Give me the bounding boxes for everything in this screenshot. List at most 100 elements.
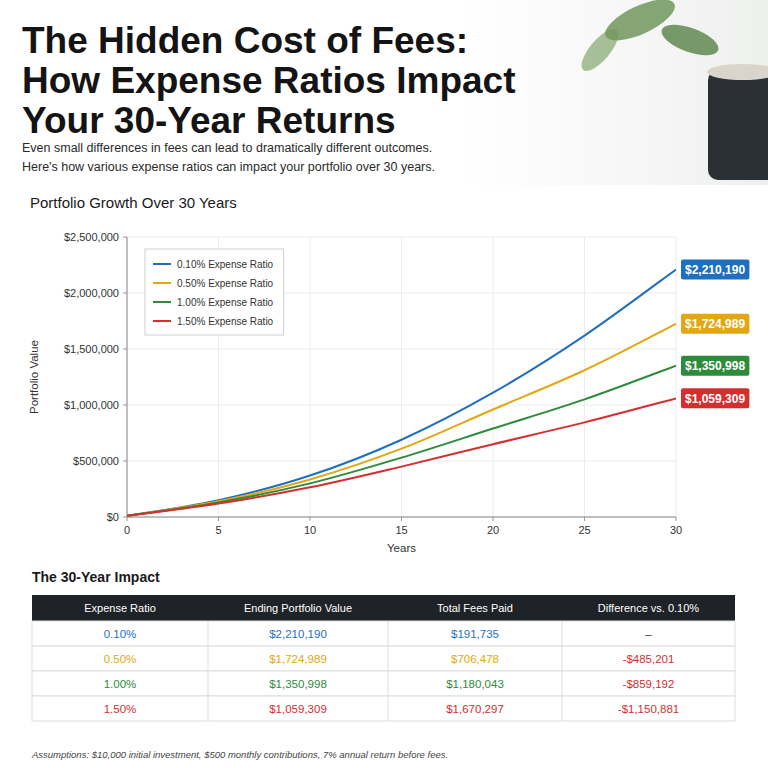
table-cell: – <box>645 628 652 640</box>
tick <box>401 517 402 521</box>
cell-border <box>208 646 209 671</box>
title: The Hidden Cost of Fees: <box>22 20 468 61</box>
x-tick-label: 15 <box>395 524 407 536</box>
end-label-box <box>681 259 749 279</box>
tick <box>584 517 585 521</box>
table: Expense Ratio Ending Portfolio Value Total… <box>32 595 735 721</box>
cell-border <box>208 671 209 696</box>
data-label: $1,350,998 <box>685 359 745 373</box>
cell-border <box>208 621 209 646</box>
x-axis-title: Years <box>387 542 416 554</box>
cup-top <box>707 64 768 80</box>
table-cell: $2,210,190 <box>269 628 327 640</box>
grid-line <box>676 237 677 517</box>
tick <box>218 517 219 521</box>
y-tick-label: $500,000 <box>73 455 119 467</box>
data-label: $1,059,309 <box>685 392 745 406</box>
lines <box>127 269 676 515</box>
table-cell: -$485,201 <box>623 653 675 665</box>
table-cell: $1,180,043 <box>446 678 504 690</box>
table-cell: 1.00% <box>104 678 137 690</box>
tick <box>127 517 128 521</box>
series-line <box>127 366 676 516</box>
column-header: Expense Ratio <box>84 602 156 614</box>
background <box>0 0 768 768</box>
grid-line <box>493 237 494 517</box>
table-cell: $191,735 <box>451 628 499 640</box>
y-tick-label: $0 <box>107 511 119 523</box>
tick <box>493 517 494 521</box>
x-tick-label: 30 <box>670 524 682 536</box>
end-label: $1,724,989 <box>681 314 749 334</box>
legend-label: 1.50% Expense Ratio <box>177 316 274 327</box>
tick <box>123 461 127 462</box>
cup <box>708 70 768 180</box>
legend-label: 1.00% Expense Ratio <box>177 297 274 308</box>
title: How Expense Ratios Impact <box>22 60 515 101</box>
legend-box <box>145 249 284 335</box>
table-cell: $706,478 <box>451 653 499 665</box>
data-label: $2,210,190 <box>685 263 745 277</box>
grid-line <box>127 237 128 517</box>
tick <box>310 517 311 521</box>
column-header: Ending Portfolio Value <box>244 602 352 614</box>
tick <box>123 349 127 350</box>
series-line <box>127 398 676 516</box>
cell-border <box>562 696 563 721</box>
grid-line <box>584 237 585 517</box>
table-row <box>32 696 735 721</box>
chart-title: Portfolio Growth Over 30 Years <box>30 194 237 211</box>
tick <box>123 405 127 406</box>
cell-border <box>388 696 389 721</box>
grid-line <box>401 237 402 517</box>
table-cell: $1,670,297 <box>446 703 504 715</box>
tick <box>123 293 127 294</box>
x-tick-label: 20 <box>487 524 499 536</box>
legend-label: 0.50% Expense Ratio <box>177 278 274 289</box>
table-row <box>32 646 735 671</box>
table-cell: 0.10% <box>104 628 137 640</box>
end-label: $1,350,998 <box>681 356 749 376</box>
grid <box>127 237 676 517</box>
cell-border <box>562 621 563 646</box>
end-label: $1,059,309 <box>681 388 749 408</box>
y-tick-label: $2,000,000 <box>64 287 119 299</box>
legend: 0.10% Expense Ratio0.50% Expense Ratio1.… <box>145 249 284 335</box>
title: Your 30-Year Returns <box>22 100 396 141</box>
data-label: $1,724,989 <box>685 317 745 331</box>
end-label-box <box>681 388 749 408</box>
tick <box>123 517 127 518</box>
subtitle: Here's how various expense ratios can im… <box>22 160 435 174</box>
grid-line <box>127 517 676 518</box>
y-axis <box>127 237 128 517</box>
table-row <box>32 671 735 696</box>
table-title: The 30-Year Impact <box>32 569 160 585</box>
page: The Hidden Cost of Fees:How Expense Rati… <box>0 0 768 768</box>
table-cell: -$859,192 <box>623 678 675 690</box>
y-tick-label: $1,500,000 <box>64 343 119 355</box>
end-label: $2,210,190 <box>681 259 749 279</box>
leaf <box>658 18 723 61</box>
cell-border <box>388 621 389 646</box>
cell-border <box>388 671 389 696</box>
x-axis <box>127 517 676 518</box>
x-tick-label: 25 <box>578 524 590 536</box>
table-cell: 1.50% <box>104 703 137 715</box>
series-line <box>127 269 676 515</box>
tick <box>676 517 677 521</box>
tick <box>123 237 127 238</box>
end-label-box <box>681 314 749 334</box>
end-label-box <box>681 356 749 376</box>
series-line <box>127 324 676 516</box>
table-cell: -$1,150,881 <box>618 703 679 715</box>
column-header: Total Fees Paid <box>437 602 513 614</box>
table-header <box>32 595 735 621</box>
cell-border <box>562 646 563 671</box>
table-cell: $1,724,989 <box>269 653 327 665</box>
legend-swatch <box>153 301 171 303</box>
subtitle: Even small differences in fees can lead … <box>22 141 432 155</box>
y-axis-title: Portfolio Value <box>28 340 40 414</box>
legend-swatch <box>153 282 171 284</box>
x-tick-label: 5 <box>215 524 221 536</box>
leaf <box>576 24 625 77</box>
